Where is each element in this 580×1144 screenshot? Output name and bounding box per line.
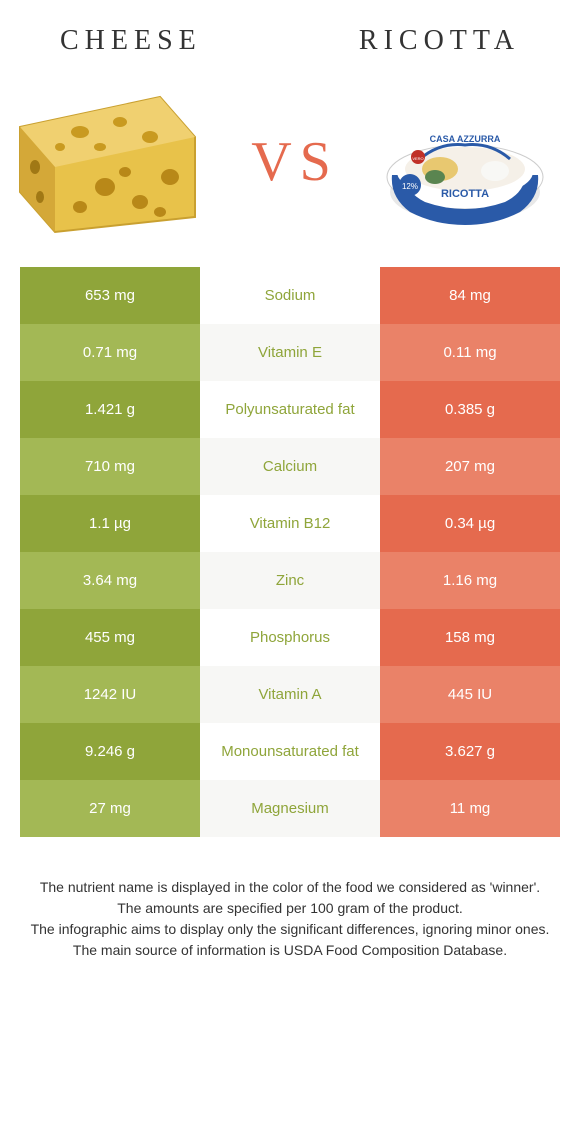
footer: The nutrient name is displayed in the co… [0,837,580,961]
nutrient-name: Zinc [200,552,380,609]
nutrient-name: Polyunsaturated fat [200,381,380,438]
footer-line: The main source of information is USDA F… [25,940,555,961]
footer-line: The infographic aims to display only the… [25,919,555,940]
table-row: 9.246 gMonounsaturated fat3.627 g [20,723,560,780]
value-right: 445 IU [380,666,560,723]
table-row: 27 mgMagnesium11 mg [20,780,560,837]
title-right: Ricotta [359,25,520,57]
header: Cheese Ricotta [0,0,580,67]
nutrient-name: Vitamin E [200,324,380,381]
footer-line: The amounts are specified per 100 gram o… [25,898,555,919]
value-right: 3.627 g [380,723,560,780]
svg-text:RICOTTA: RICOTTA [441,188,489,200]
nutrient-name: Vitamin B12 [200,495,380,552]
value-right: 207 mg [380,438,560,495]
value-right: 0.385 g [380,381,560,438]
table-row: 710 mgCalcium207 mg [20,438,560,495]
value-right: 84 mg [380,267,560,324]
table-row: 455 mgPhosphorus158 mg [20,609,560,666]
cheese-image [10,87,210,237]
value-right: 0.11 mg [380,324,560,381]
nutrient-name: Magnesium [200,780,380,837]
nutrient-table: 653 mgSodium84 mg0.71 mgVitamin E0.11 mg… [20,267,560,837]
nutrient-name: Phosphorus [200,609,380,666]
value-right: 11 mg [380,780,560,837]
table-row: 1.421 gPolyunsaturated fat0.385 g [20,381,560,438]
value-left: 1.1 µg [20,495,200,552]
value-left: 3.64 mg [20,552,200,609]
vs-label: VS [251,130,339,194]
svg-text:CASA AZZURRA: CASA AZZURRA [430,134,501,144]
value-right: 158 mg [380,609,560,666]
value-left: 27 mg [20,780,200,837]
table-row: 0.71 mgVitamin E0.11 mg [20,324,560,381]
nutrient-name: Monounsaturated fat [200,723,380,780]
value-left: 710 mg [20,438,200,495]
title-left: Cheese [60,25,202,57]
value-left: 455 mg [20,609,200,666]
value-right: 1.16 mg [380,552,560,609]
table-row: 653 mgSodium84 mg [20,267,560,324]
table-row: 3.64 mgZinc1.16 mg [20,552,560,609]
value-right: 0.34 µg [380,495,560,552]
cheese-icon [10,87,210,237]
value-left: 653 mg [20,267,200,324]
table-row: 1.1 µgVitamin B120.34 µg [20,495,560,552]
footer-line: The nutrient name is displayed in the co… [25,877,555,898]
nutrient-name: Calcium [200,438,380,495]
value-left: 0.71 mg [20,324,200,381]
nutrient-name: Sodium [200,267,380,324]
value-left: 1242 IU [20,666,200,723]
svg-text:VERO: VERO [412,156,423,161]
ricotta-image: CASA AZZURRA 12% RICOTTA VERO [380,97,550,227]
images-row: VS CASA AZZURRA 12% RICOTTA VERO [0,67,580,267]
ricotta-icon: CASA AZZURRA 12% RICOTTA VERO [380,97,550,227]
value-left: 1.421 g [20,381,200,438]
table-row: 1242 IUVitamin A445 IU [20,666,560,723]
nutrient-name: Vitamin A [200,666,380,723]
svg-text:12%: 12% [402,182,418,191]
value-left: 9.246 g [20,723,200,780]
